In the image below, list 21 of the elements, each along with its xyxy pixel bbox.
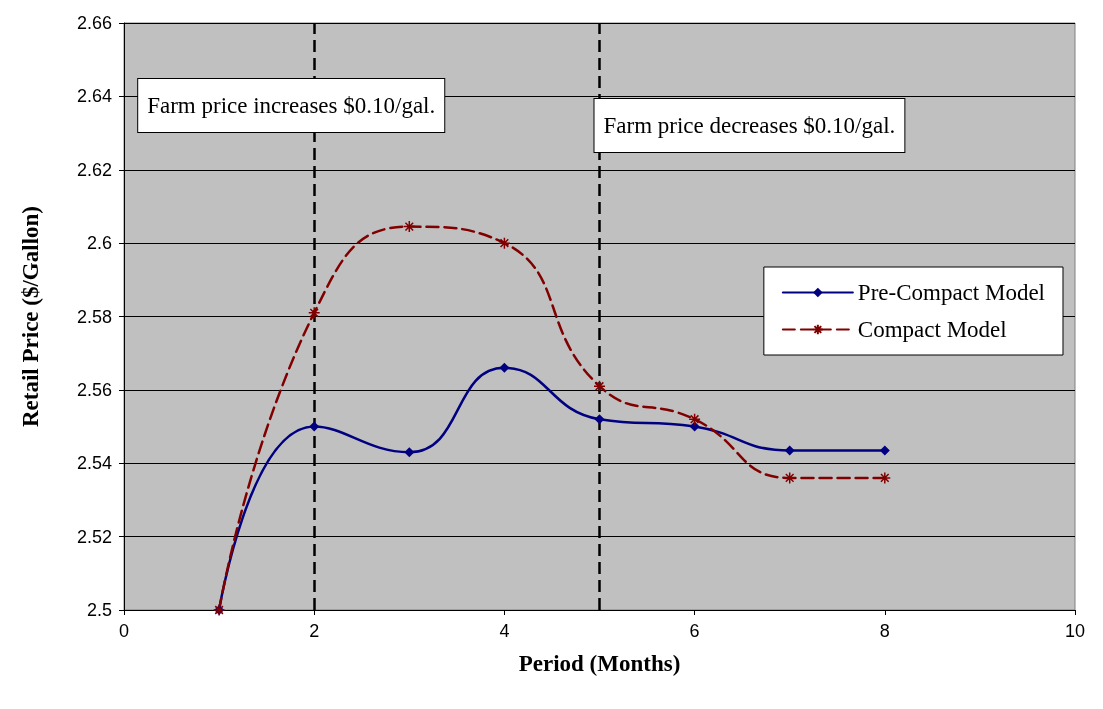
y-tick-label: 2.5: [86, 600, 112, 620]
x-tick-label: 4: [499, 621, 510, 641]
ref-line-label: Farm price increases $0.10/gal.: [147, 93, 436, 118]
x-tick-label: 8: [879, 621, 890, 641]
y-tick-label: 2.6: [86, 233, 112, 254]
legend-label: Compact Model: [857, 317, 1007, 342]
x-axis-title: Period (Months): [518, 651, 681, 676]
ref-line-label: Farm price decreases $0.10/gal.: [603, 113, 896, 138]
y-tick-label: 2.58: [76, 306, 112, 327]
y-tick-label: 2.54: [76, 453, 112, 474]
legend-label: Pre-Compact Model: [857, 280, 1045, 305]
y-tick-label: 2.52: [76, 526, 112, 547]
y-axis-title: Retail Price ($/Gallon): [18, 206, 43, 427]
y-tick-label: 2.66: [76, 13, 112, 33]
y-tick-label: 2.64: [76, 86, 112, 107]
y-tick-label: 2.56: [76, 379, 112, 400]
y-tick-label: 2.62: [76, 159, 112, 180]
x-tick-label: 2: [309, 621, 320, 641]
x-tick-label: 0: [118, 621, 130, 641]
x-tick-label: 6: [689, 621, 700, 641]
x-tick-label: 10: [1064, 621, 1086, 641]
